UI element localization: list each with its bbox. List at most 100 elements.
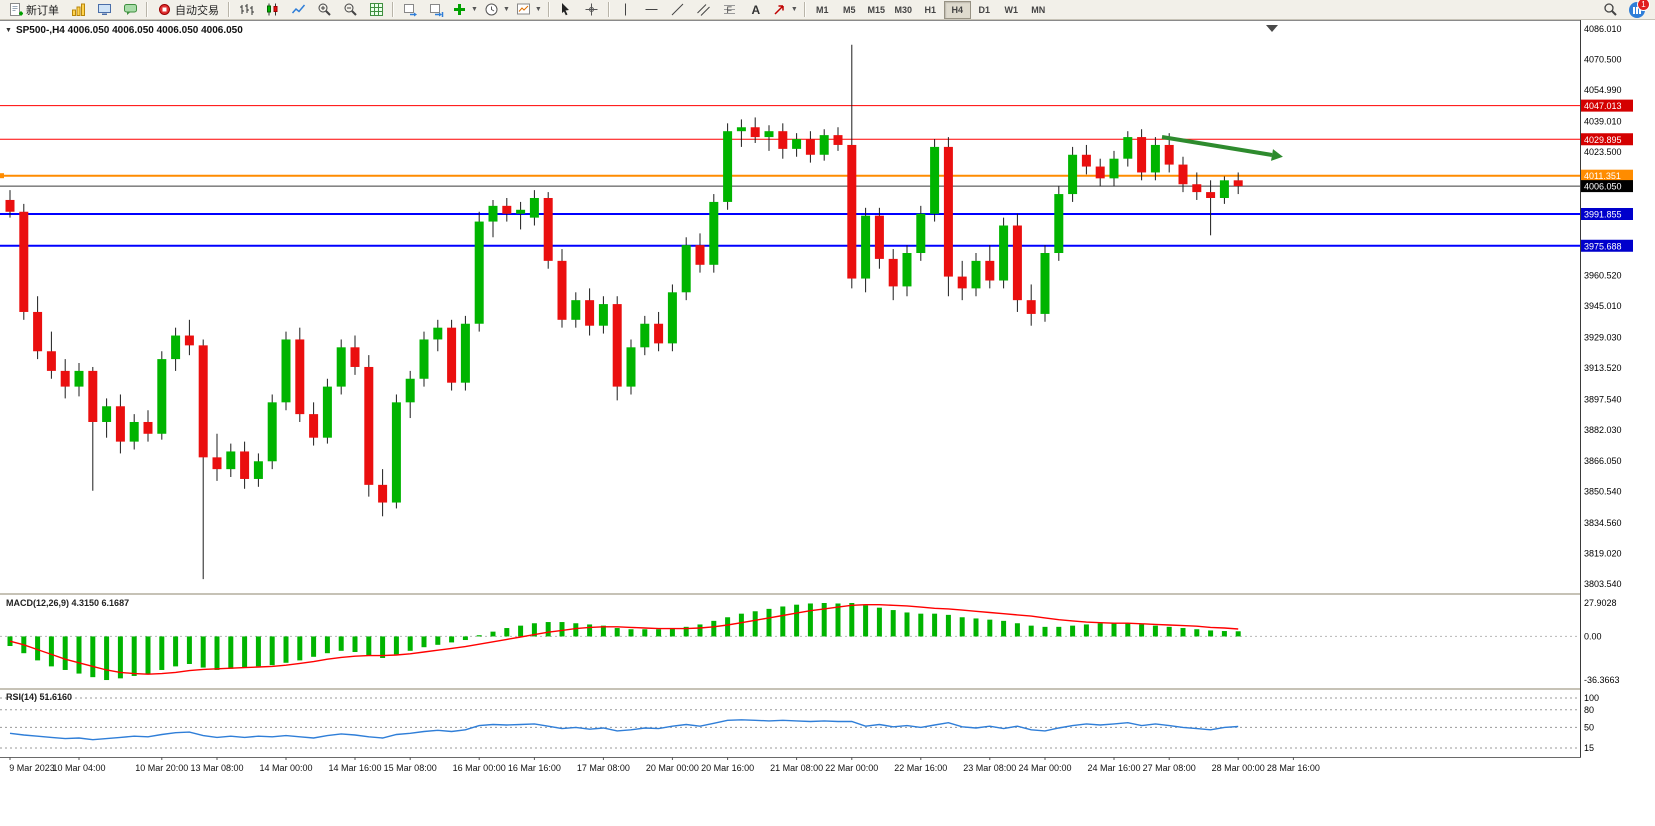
grid-button[interactable] — [363, 0, 389, 20]
candle[interactable] — [391, 402, 401, 503]
candle[interactable] — [433, 327, 443, 340]
candle[interactable] — [861, 215, 871, 279]
candle[interactable] — [378, 484, 388, 503]
candle[interactable] — [33, 311, 43, 352]
auto-scroll-button[interactable] — [397, 0, 423, 20]
candle[interactable] — [364, 366, 374, 485]
candle[interactable] — [1109, 158, 1119, 179]
candle[interactable] — [847, 144, 857, 279]
candle[interactable] — [322, 386, 332, 438]
candle[interactable] — [488, 205, 498, 222]
candle[interactable] — [1068, 154, 1078, 195]
candle[interactable] — [474, 221, 484, 324]
trendline-button[interactable] — [665, 0, 691, 20]
horizontal-line-button[interactable] — [639, 0, 665, 20]
cursor-button[interactable] — [553, 0, 579, 20]
crosshair-button[interactable] — [579, 0, 605, 20]
candle[interactable] — [447, 327, 457, 383]
market-watch-button[interactable] — [65, 0, 91, 20]
candlestick-chart-button[interactable] — [259, 0, 285, 20]
search-button[interactable] — [1597, 0, 1623, 20]
timeframe-button-mn[interactable]: MN — [1031, 4, 1046, 15]
candle[interactable] — [819, 135, 829, 155]
line-chart-button[interactable] — [285, 0, 311, 20]
candle[interactable] — [1123, 137, 1133, 159]
candle[interactable] — [764, 131, 774, 138]
candle[interactable] — [943, 146, 953, 277]
candle[interactable] — [529, 197, 539, 218]
candle[interactable] — [750, 127, 760, 138]
candle[interactable] — [309, 414, 319, 438]
candle[interactable] — [1095, 166, 1105, 179]
candle[interactable] — [171, 335, 181, 360]
chart-canvas[interactable]: 4086.010 4070.500 4054.990 4039.010 4023.500… — [0, 20, 1655, 780]
candle[interactable] — [502, 205, 512, 214]
candle[interactable] — [88, 370, 98, 422]
candle[interactable] — [1012, 225, 1022, 301]
candle[interactable] — [419, 339, 429, 379]
candle[interactable] — [640, 323, 650, 348]
candle[interactable] — [240, 451, 250, 479]
candle[interactable] — [736, 127, 746, 132]
candle[interactable] — [184, 335, 194, 346]
candle[interactable] — [46, 351, 56, 371]
collapse-triangle-icon[interactable]: ▼ — [5, 27, 12, 34]
timeframe-button-w1[interactable]: W1 — [1004, 4, 1019, 15]
candle[interactable] — [930, 146, 940, 214]
candle[interactable] — [1192, 184, 1202, 193]
candle[interactable] — [709, 201, 719, 265]
timeframe-button-m30[interactable]: M30 — [894, 4, 912, 15]
timeframe-button-h1[interactable]: H1 — [924, 4, 936, 15]
arrows-button[interactable]: ▼ — [769, 0, 801, 20]
candle[interactable] — [1164, 144, 1174, 165]
panel-separator[interactable] — [0, 593, 1655, 595]
channel-button[interactable] — [691, 0, 717, 20]
candle[interactable] — [1206, 192, 1216, 198]
candle[interactable] — [405, 378, 415, 403]
candle[interactable] — [667, 292, 677, 344]
terminal-button[interactable] — [91, 0, 117, 20]
candle[interactable] — [626, 347, 636, 387]
chart-shift-button[interactable] — [423, 0, 449, 20]
panel-separator[interactable] — [0, 688, 1655, 690]
fibonacci-button[interactable]: F — [717, 0, 743, 20]
candle[interactable] — [226, 451, 236, 470]
bars-chart-button[interactable] — [233, 0, 259, 20]
text-button[interactable]: A — [743, 0, 769, 20]
candle[interactable] — [792, 139, 802, 149]
candle[interactable] — [19, 211, 29, 312]
chat-button[interactable] — [117, 0, 143, 20]
candle[interactable] — [999, 225, 1009, 281]
candle[interactable] — [1233, 180, 1243, 187]
candle[interactable] — [1150, 144, 1160, 173]
chart-shift-marker[interactable] — [1266, 25, 1278, 32]
candle[interactable] — [516, 209, 526, 214]
candle[interactable] — [350, 347, 360, 367]
candle[interactable] — [1040, 253, 1050, 314]
templates-button[interactable]: ▼ — [513, 0, 545, 20]
zoom-in-button[interactable] — [311, 0, 337, 20]
candle[interactable] — [957, 276, 967, 289]
timeframe-button-h4[interactable]: H4 — [943, 0, 971, 19]
candle[interactable] — [1081, 154, 1091, 167]
candle[interactable] — [585, 300, 595, 326]
candle[interactable] — [971, 260, 981, 289]
candle[interactable] — [833, 135, 843, 145]
candle[interactable] — [102, 406, 112, 422]
candle[interactable] — [612, 304, 622, 387]
trend-arrow[interactable] — [1161, 135, 1273, 157]
candle[interactable] — [460, 323, 470, 383]
indicators-button[interactable]: ▼ — [449, 0, 481, 20]
candle[interactable] — [143, 421, 153, 434]
candle[interactable] — [295, 339, 305, 415]
candle[interactable] — [253, 461, 263, 479]
candle[interactable] — [336, 347, 346, 387]
timeframe-button-d1[interactable]: D1 — [978, 4, 990, 15]
candle[interactable] — [902, 253, 912, 287]
candle[interactable] — [985, 260, 995, 281]
candle[interactable] — [1026, 300, 1036, 314]
candle[interactable] — [654, 323, 664, 344]
periods-button[interactable]: ▼ — [481, 0, 513, 20]
timeframe-button-m15[interactable]: M15 — [867, 4, 885, 15]
candle[interactable] — [1219, 180, 1229, 198]
